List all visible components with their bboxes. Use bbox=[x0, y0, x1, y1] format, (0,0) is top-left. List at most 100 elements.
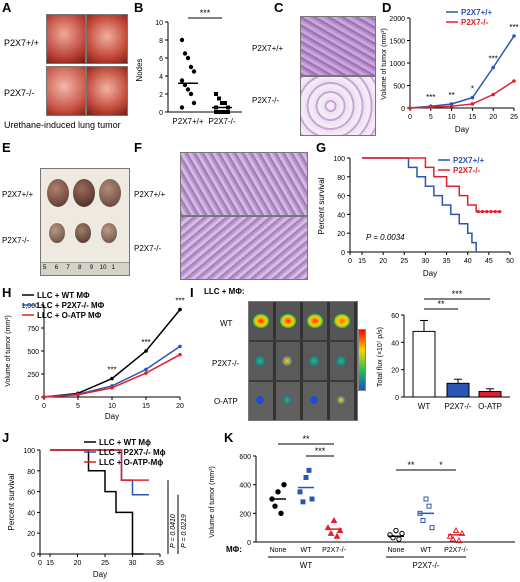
k-point bbox=[278, 510, 284, 517]
tumor-6 bbox=[101, 223, 117, 243]
b-ytick-label: 10 bbox=[155, 20, 163, 27]
ruler-mark-6: 10 bbox=[99, 265, 107, 271]
b-point bbox=[220, 110, 224, 114]
panel-a-label: A bbox=[2, 0, 12, 15]
k-sig: *** bbox=[315, 446, 326, 456]
d-point bbox=[470, 102, 475, 106]
d-ytick-label: 2000 bbox=[389, 16, 405, 23]
panel-i: I LLC + MΦ: WT P2X7-/- O-ATP 0 20 40 60 Tota… bbox=[190, 285, 520, 425]
h-xtick-label: 10 bbox=[108, 403, 116, 410]
j-series-line bbox=[50, 449, 149, 481]
h-point bbox=[76, 392, 80, 397]
d-xtick-label: 0 bbox=[408, 114, 412, 121]
h-point bbox=[144, 371, 148, 375]
k-point bbox=[300, 499, 306, 505]
ruler-mark-1: 5 bbox=[43, 265, 47, 271]
g-xtick-label: 15 bbox=[358, 258, 366, 265]
h-sig: *** bbox=[107, 366, 116, 375]
j-xtick-label: 15 bbox=[46, 560, 54, 567]
j-ytick-label: 60 bbox=[27, 490, 35, 497]
g-ytick-label: 100 bbox=[333, 156, 345, 163]
panel-d: D 0 500 1000 1500 2000 0 5 10 15 20 25 Day Volume of… bbox=[378, 0, 520, 135]
signal-11 bbox=[310, 396, 318, 404]
panel-a: A P2X7+/+ P2X7-/- Urethane-induced lung … bbox=[0, 0, 130, 135]
h-legend-label: LLC + P2X7-/- MΦ bbox=[37, 301, 105, 310]
b-point bbox=[185, 55, 191, 61]
b-point bbox=[191, 100, 197, 106]
histology-f-1 bbox=[180, 152, 308, 216]
k-point bbox=[393, 527, 399, 534]
b-point bbox=[185, 87, 191, 92]
g-censor-mark bbox=[476, 209, 480, 214]
color-scale-bar bbox=[358, 329, 366, 391]
panel-c: C P2X7+/+ P2X7-/- bbox=[250, 0, 378, 136]
g-xtick-label: 20 bbox=[379, 258, 387, 265]
k-point bbox=[390, 535, 396, 541]
k-point bbox=[275, 489, 281, 495]
j-ytick-label: 40 bbox=[27, 510, 35, 517]
j-legend-label: LLC + WT Mϕ bbox=[99, 438, 151, 447]
b-ylabel: Nodes bbox=[135, 58, 144, 81]
ruler-mark-5: 9 bbox=[89, 265, 94, 271]
g-censor-mark bbox=[493, 209, 497, 214]
d-point bbox=[491, 92, 495, 97]
h-sig: *** bbox=[175, 297, 184, 306]
g-series-line bbox=[362, 157, 477, 252]
chart-h: 0 250 500 750 1,000 0 5 10 15 20 Day Volume of tumo… bbox=[5, 291, 185, 421]
b-point bbox=[188, 64, 194, 70]
signal-10 bbox=[283, 396, 291, 404]
h-sig: *** bbox=[141, 338, 150, 347]
histology-c-1 bbox=[300, 16, 376, 76]
signal-1 bbox=[253, 314, 269, 328]
d-point bbox=[512, 79, 516, 83]
k-ytick-label: 200 bbox=[239, 511, 251, 518]
ruler: 5 6 7 8 9 10 1 bbox=[41, 262, 129, 275]
j-pvalue: P = 0.0219 bbox=[181, 514, 188, 548]
k-point bbox=[306, 467, 312, 473]
g-xtick-label: 45 bbox=[485, 258, 493, 265]
j-xtick-label: 25 bbox=[101, 560, 109, 567]
d-point bbox=[491, 65, 495, 70]
histology-c-2 bbox=[300, 76, 376, 136]
chart-k: 0 200 400 600 Volume of tumor (mm³) None WT P2X… bbox=[209, 434, 515, 570]
b-category-label: P2X7-/- bbox=[208, 117, 235, 126]
i-category-label: WT bbox=[418, 402, 431, 411]
panel-e: E P2X7+/+ P2X7-/- 5 6 7 8 9 10 1 bbox=[0, 140, 130, 280]
panel-f-row-1: P2X7+/+ bbox=[134, 190, 166, 199]
tumor-3 bbox=[99, 179, 121, 207]
panel-e-row-2: P2X7-/- bbox=[2, 236, 30, 245]
h-xtick-label: 0 bbox=[42, 403, 46, 410]
k-sig: ** bbox=[302, 434, 310, 444]
d-xtick-label: 5 bbox=[429, 114, 433, 121]
k-point bbox=[399, 530, 405, 537]
panel-g: G 0 20 40 60 80 100 0 15 20 25 30 35 40 45 50 Day Percen… bbox=[310, 140, 520, 280]
d-xtick-label: 15 bbox=[469, 114, 477, 121]
panel-e-row-1: P2X7+/+ bbox=[2, 190, 34, 199]
b-point bbox=[214, 92, 218, 96]
panel-j: J 0 20 40 60 80 100 0 15 20 25 30 35 Day Percent surv… bbox=[0, 430, 200, 580]
signal-5 bbox=[255, 356, 265, 366]
h-xtick-label: 15 bbox=[142, 403, 150, 410]
k-ytick-label: 600 bbox=[239, 454, 251, 461]
h-xlabel: Day bbox=[105, 412, 119, 421]
ruler-mark-4: 8 bbox=[78, 265, 82, 271]
chart-j: 0 20 40 60 80 100 0 15 20 25 30 35 Day Percent surviv… bbox=[7, 438, 188, 579]
signal-2 bbox=[280, 314, 296, 328]
histology-f-2 bbox=[180, 216, 308, 280]
k-point bbox=[327, 529, 335, 536]
signal-7 bbox=[309, 356, 319, 366]
chart-g: 0 20 40 60 80 100 0 15 20 25 30 35 40 45 50 Day Percent … bbox=[317, 156, 514, 278]
h-ytick-label: 1,000 bbox=[21, 303, 39, 310]
b-point bbox=[191, 69, 197, 74]
lung-photo-2 bbox=[86, 14, 128, 64]
panel-a-row-2: P2X7-/- bbox=[4, 88, 35, 98]
j-series-line bbox=[50, 449, 144, 555]
h-legend-label: LLC + WT MΦ bbox=[37, 291, 90, 300]
b-ytick-label: 4 bbox=[159, 74, 163, 81]
panel-h: H 0 250 500 750 1,000 0 5 10 15 20 Day Volume of tu… bbox=[0, 285, 190, 425]
tumor-5 bbox=[75, 223, 91, 243]
b-point bbox=[217, 110, 221, 114]
k-point bbox=[449, 535, 457, 542]
k-category-label: None bbox=[388, 547, 405, 554]
g-ytick-label: 80 bbox=[337, 175, 345, 182]
